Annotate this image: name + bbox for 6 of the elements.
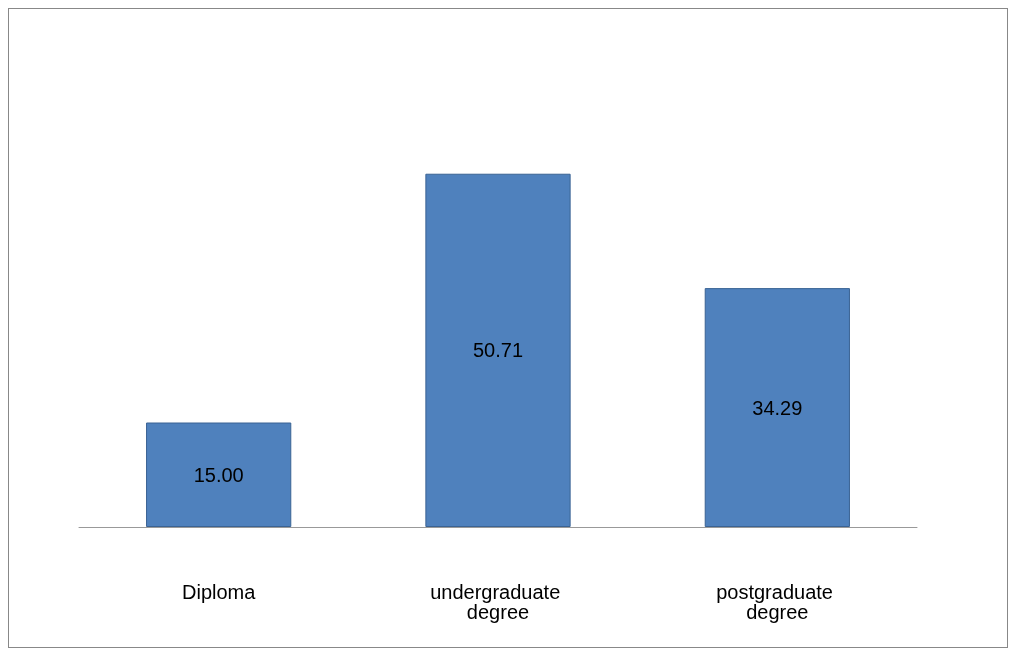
x-tick-label: postgraduate degree bbox=[716, 581, 839, 623]
x-tick-label: undergraduate degree bbox=[430, 581, 566, 623]
x-tick-label: Diploma bbox=[181, 581, 257, 603]
data-label: 50.71 bbox=[472, 339, 524, 362]
data-label: 15.00 bbox=[193, 463, 244, 486]
data-label: 34.29 bbox=[752, 396, 803, 419]
